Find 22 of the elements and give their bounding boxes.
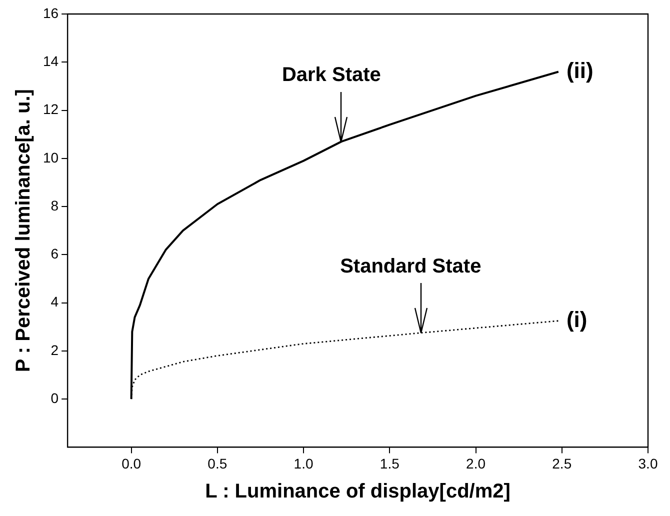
x-tick-label: 2.5 xyxy=(552,455,572,472)
y-tick-label: 14 xyxy=(42,52,59,69)
y-tick-label: 4 xyxy=(50,294,59,310)
x-tick-label: 3.0 xyxy=(638,455,658,472)
y-tick-label: 12 xyxy=(42,101,59,118)
x-tick-label: 1.0 xyxy=(294,455,314,472)
annotation: Dark State xyxy=(282,64,381,86)
y-tick-label: 2 xyxy=(50,342,59,358)
x-tick-label: 0.5 xyxy=(208,455,228,472)
series-label: (i) xyxy=(566,306,588,332)
y-axis-title: P : Perceived luminance[a. u.] xyxy=(12,89,35,372)
y-tick-label: 8 xyxy=(50,197,59,214)
y-tick-label: 10 xyxy=(42,149,59,166)
x-axis-title: L : Luminance of display[cd/m2] xyxy=(205,480,510,503)
y-tick-label: 6 xyxy=(50,246,59,262)
series-label: (ii) xyxy=(566,58,594,83)
x-tick-label: 1.5 xyxy=(380,455,400,472)
x-tick-label: 0.0 xyxy=(122,455,142,472)
y-tick-label: 0 xyxy=(50,390,59,406)
x-tick-label: 2.0 xyxy=(466,455,486,472)
annotation: Standard State xyxy=(340,255,482,278)
y-tick-label: 16 xyxy=(42,4,59,21)
